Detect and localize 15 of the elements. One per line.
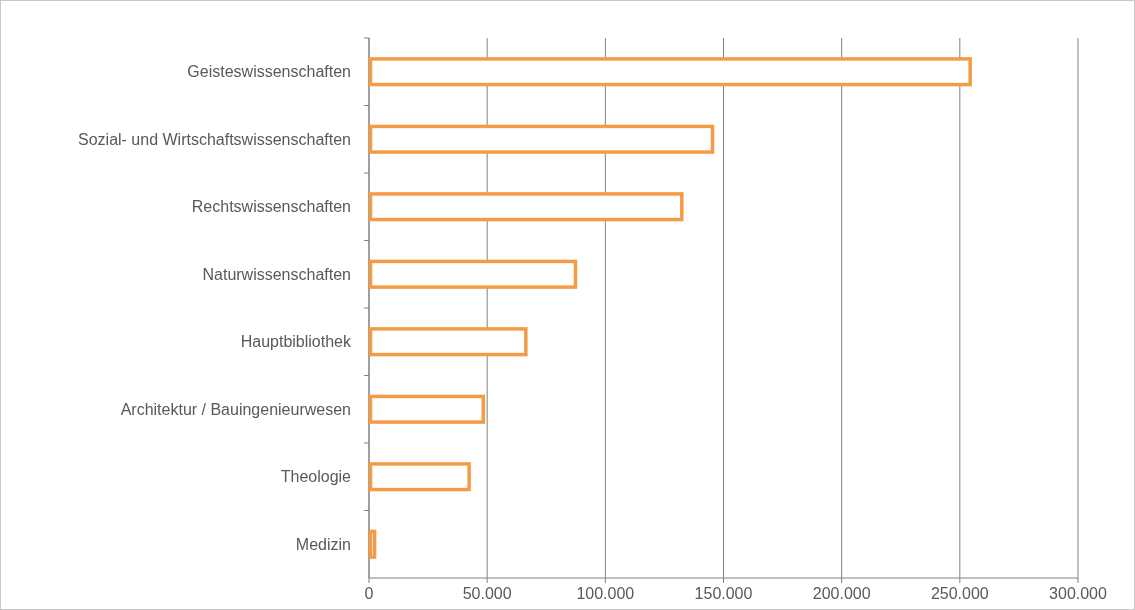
y-tick-label: Naturwissenschaften: [202, 265, 351, 283]
x-tick-label: 150.000: [694, 585, 753, 602]
y-tick-label: Architektur / Bauingenieurwesen: [120, 400, 351, 418]
x-tick-label: 200.000: [812, 585, 871, 602]
y-tick-label: Rechtswissenschaften: [191, 198, 351, 216]
y-tick-label: Theologie: [280, 468, 352, 486]
y-tick-label: Hauptbibliothek: [240, 333, 352, 351]
x-tick-label: 250.000: [930, 585, 989, 602]
y-tick-label: Medizin: [295, 535, 351, 553]
y-tick-label: Sozial- und Wirtschaftswissenschaften: [78, 130, 351, 148]
x-tick-label: 300.000: [1049, 585, 1108, 602]
x-tick-label: 0: [364, 585, 374, 602]
x-tick-label: 50.000: [462, 585, 512, 602]
x-tick-label: 100.000: [576, 585, 635, 602]
y-tick-label: Geisteswissenschaften: [187, 63, 351, 81]
